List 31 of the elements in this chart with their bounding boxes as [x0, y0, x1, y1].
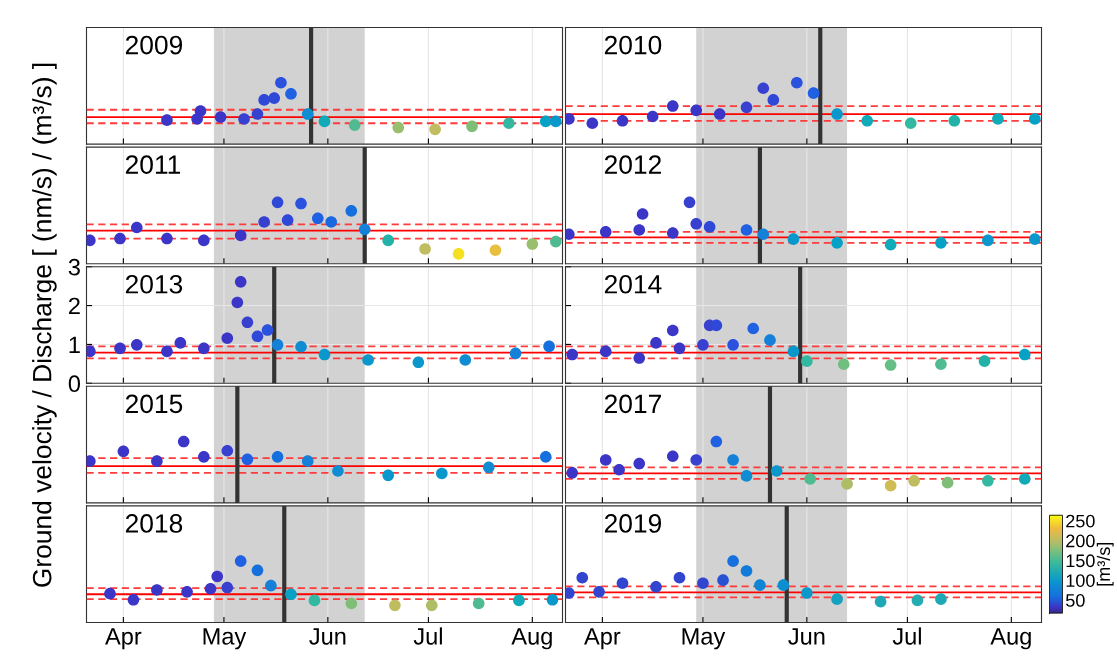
x-tick-label: Jul [892, 627, 921, 645]
color-bar-label: 150 [1066, 554, 1095, 568]
y-tick-label: 3 [68, 258, 80, 276]
color-bar-label: 250 [1066, 514, 1095, 528]
x-tick-label: Jun [309, 628, 346, 645]
chart-title: 2017 [604, 394, 661, 414]
x-tick-label: Apr [105, 628, 142, 650]
x-tick-label: Aug [511, 628, 552, 650]
color-bar-label: 100 [1066, 574, 1095, 587]
chart-title: 2015 [125, 394, 183, 414]
x-tick-label: Apr [584, 628, 621, 650]
chart-title: 2009 [125, 35, 183, 55]
x-tick-label: Jun [788, 628, 825, 645]
y-tick-label: 0 [68, 375, 81, 393]
chart-title: 2019 [604, 514, 662, 533]
chart-title: 2014 [604, 274, 662, 294]
chart-title: 2011 [125, 155, 181, 175]
chart-title: 2013 [125, 274, 183, 294]
x-tick-label: May [203, 628, 247, 650]
color-bar-label: 200 [1066, 534, 1095, 548]
y-axis-title: Ground velocity / Discharge [ (nm/s) / (m³/s) ] [32, 63, 57, 587]
y-tick-label: 2 [69, 297, 80, 315]
x-tick-label: May [682, 628, 726, 650]
chart-title: 2012 [604, 155, 661, 175]
x-tick-label: Jul [413, 627, 442, 645]
color-bar-label: 50 [1066, 594, 1085, 607]
y-tick-label: 1 [69, 336, 80, 353]
color-bar-title: [m³/s] [1096, 542, 1114, 586]
chart-title: 2018 [125, 514, 183, 533]
chart-title: 2010 [604, 35, 662, 55]
x-tick-label: Aug [990, 628, 1031, 650]
